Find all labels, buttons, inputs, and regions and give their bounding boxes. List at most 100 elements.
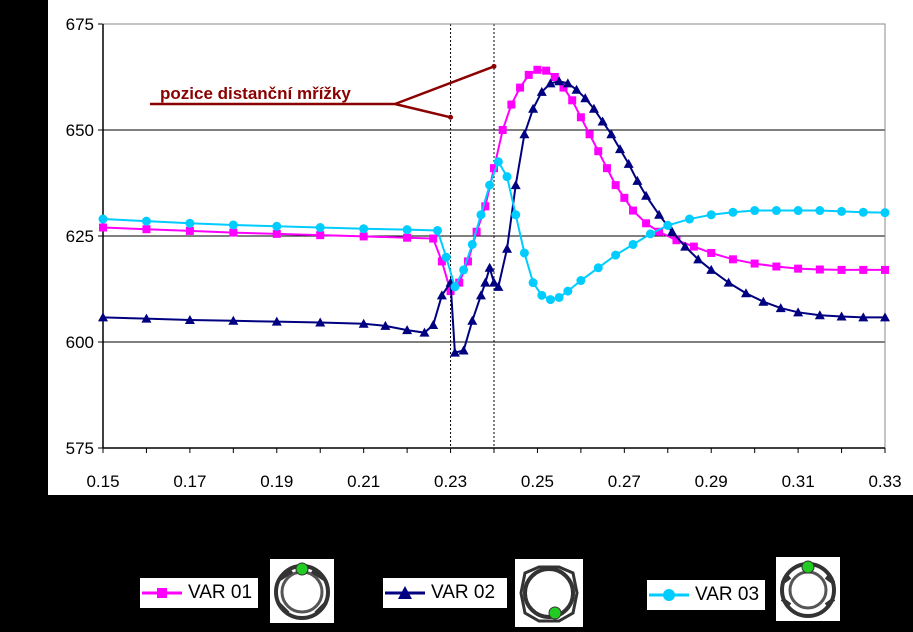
data-point-var-02 <box>814 310 825 320</box>
data-point-var-02 <box>836 311 847 321</box>
data-point-var-02 <box>480 277 491 287</box>
y-tick-label: 625 <box>66 227 94 246</box>
annotation-leader-line <box>394 65 495 106</box>
data-point-var-01 <box>463 257 472 266</box>
data-point-var-01 <box>794 264 803 273</box>
data-point-var-02 <box>588 103 599 113</box>
data-point-var-02 <box>580 93 591 103</box>
data-point-var-03 <box>545 295 555 305</box>
legend-label-var-02: VAR 02 <box>431 582 496 603</box>
data-point-var-01 <box>568 96 577 105</box>
data-point-var-02 <box>358 318 369 328</box>
data-point-var-02 <box>402 325 413 335</box>
data-point-var-03 <box>706 210 716 220</box>
data-point-var-02 <box>475 290 486 300</box>
data-point-var-03 <box>611 250 621 260</box>
data-point-var-02 <box>502 243 513 253</box>
data-point-var-03 <box>728 207 738 217</box>
data-point-var-01 <box>815 265 824 274</box>
data-point-var-02 <box>793 307 804 317</box>
data-point-var-02 <box>519 129 530 139</box>
data-point-var-02 <box>775 303 786 313</box>
legend-swatch-var-01 <box>140 583 184 603</box>
y-tick-label: 650 <box>66 121 94 140</box>
x-tick-label: 0.31 <box>782 472 815 491</box>
data-point-var-03 <box>502 172 512 182</box>
data-point-var-01 <box>142 225 151 234</box>
data-point-var-02 <box>667 226 678 236</box>
x-tick-label: 0.25 <box>521 472 554 491</box>
data-point-var-02 <box>571 84 582 94</box>
data-point-var-03 <box>476 210 486 220</box>
cross-section-thumbnail-var-02 <box>515 559 583 627</box>
data-point-var-02 <box>436 290 447 300</box>
series-line-var-02 <box>102 80 885 354</box>
data-point-var-02 <box>614 144 625 154</box>
data-point-var-01 <box>620 193 629 202</box>
data-point-var-01 <box>837 265 846 274</box>
legend-swatch-var-03 <box>647 585 691 605</box>
data-point-var-03 <box>433 225 443 235</box>
data-point-var-03 <box>315 223 325 233</box>
annotation-leader-line <box>394 102 451 119</box>
data-point-var-03 <box>576 276 586 286</box>
data-point-var-02 <box>545 78 556 88</box>
data-point-var-01 <box>429 234 438 243</box>
data-point-var-02 <box>419 327 430 337</box>
data-point-var-02 <box>623 158 634 168</box>
data-point-var-02 <box>597 116 608 126</box>
data-point-var-01 <box>229 228 238 237</box>
data-point-var-02 <box>458 345 469 355</box>
data-point-var-01 <box>507 100 516 109</box>
data-point-var-02 <box>489 277 499 287</box>
x-tick-label: 0.33 <box>868 472 901 491</box>
data-point-var-02 <box>315 317 326 327</box>
data-point-var-01 <box>707 248 716 257</box>
data-point-var-02 <box>723 277 734 287</box>
data-point-var-01 <box>585 130 594 139</box>
data-point-var-01 <box>629 206 638 215</box>
data-point-var-01 <box>437 257 446 266</box>
y-tick-labels: 575 600 625 650 675 <box>66 15 94 458</box>
legend-entry-var-03: VAR 03 <box>647 580 765 610</box>
data-point-var-01 <box>550 73 559 81</box>
data-point-var-02 <box>449 347 460 357</box>
data-point-var-03 <box>467 239 477 249</box>
legend-label-var-03: VAR 03 <box>695 584 760 605</box>
data-point-var-03 <box>98 214 108 224</box>
annotation-label: pozice distanční mřížky <box>160 84 351 103</box>
data-point-var-03 <box>815 206 825 216</box>
data-point-var-02 <box>740 288 751 298</box>
data-point-var-01 <box>772 262 781 271</box>
data-point-var-02 <box>758 296 769 306</box>
data-point-var-03 <box>685 214 694 224</box>
plot-area-background <box>48 0 913 495</box>
data-point-var-03 <box>359 224 369 234</box>
data-point-var-02 <box>528 103 539 113</box>
legend-label-var-01: VAR 01 <box>188 582 253 603</box>
data-point-var-01 <box>316 231 325 240</box>
data-point-var-03 <box>485 180 495 190</box>
x-tick-label: 0.19 <box>260 472 293 491</box>
data-point-var-02 <box>693 254 704 264</box>
data-point-var-01 <box>559 83 568 92</box>
data-point-var-01 <box>455 278 464 287</box>
data-point-var-02 <box>493 281 504 291</box>
cross-section-thumbnail-var-03 <box>776 557 840 621</box>
data-point-var-03 <box>141 216 151 226</box>
data-point-var-02 <box>141 313 152 323</box>
data-point-var-02 <box>536 86 547 96</box>
data-point-var-03 <box>628 239 638 249</box>
data-point-var-03 <box>228 220 238 230</box>
data-point-var-01 <box>655 227 664 236</box>
x-tick-labels: 0.15 0.17 0.19 0.21 0.23 0.25 0.27 0.29 0.31 0.33 <box>86 472 901 491</box>
data-point-var-02 <box>562 78 573 88</box>
annotation-leader-dot <box>448 114 454 120</box>
data-point-var-03 <box>528 278 538 288</box>
x-tick-label: 0.23 <box>434 472 467 491</box>
x-tick-label: 0.15 <box>86 472 119 491</box>
data-point-var-03 <box>450 282 460 292</box>
legend-entry-var-01: VAR 01 <box>140 578 258 608</box>
data-point-var-03 <box>185 218 195 228</box>
x-tick-label: 0.29 <box>695 472 728 491</box>
